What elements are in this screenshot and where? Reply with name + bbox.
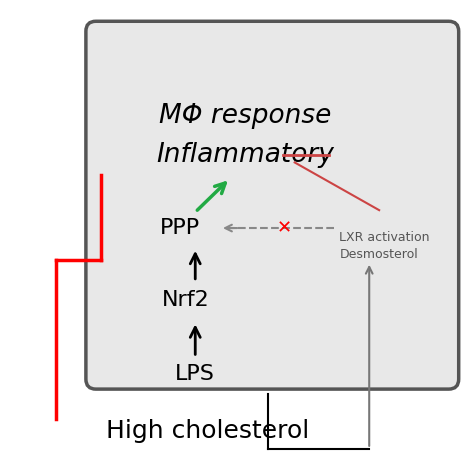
Text: PPP: PPP — [160, 218, 201, 238]
Text: High cholesterol: High cholesterol — [106, 419, 309, 443]
Text: LPS: LPS — [175, 364, 215, 384]
Text: LXR activation: LXR activation — [339, 231, 430, 245]
Text: Inflammatory: Inflammatory — [156, 143, 334, 168]
FancyBboxPatch shape — [86, 21, 459, 389]
Text: MΦ response: MΦ response — [159, 103, 331, 129]
Text: ✕: ✕ — [277, 219, 292, 237]
Text: Nrf2: Nrf2 — [162, 290, 209, 310]
Text: Desmosterol: Desmosterol — [339, 248, 418, 261]
